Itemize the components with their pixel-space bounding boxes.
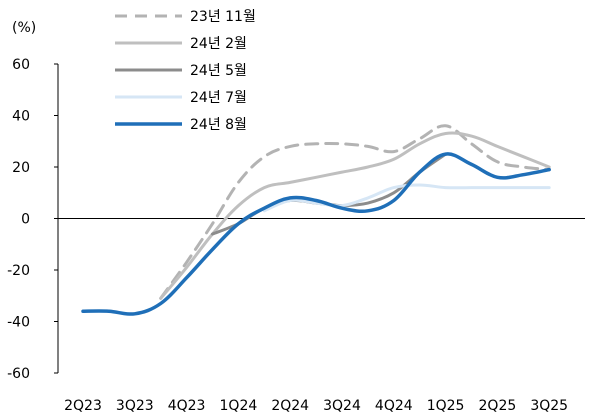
x-tick-label: 2Q23 (64, 398, 102, 414)
x-tick-label: 1Q25 (427, 398, 465, 414)
axes: -60 -40 -20 0 20 40 60 2Q23 3Q23 4Q23 1Q24 2Q24 3Q24… (7, 57, 585, 414)
series-line-3 (211, 152, 448, 236)
y-tick-label: 0 (21, 212, 30, 228)
y-tick-label: 60 (12, 57, 30, 73)
y-unit-label: (%) (12, 20, 36, 36)
y-tick-label: 40 (12, 109, 30, 125)
legend-label-3: 24년 5월 (190, 63, 247, 79)
x-tick-label: 2Q25 (479, 398, 517, 414)
series-line-2 (159, 131, 551, 300)
series-line-1 (159, 124, 551, 300)
x-tick-label: 1Q24 (220, 398, 258, 414)
legend-label-2: 24년 2월 (190, 36, 247, 52)
series-line-5 (81, 152, 551, 316)
x-tick-label: 4Q24 (375, 398, 413, 414)
y-tick-label: -40 (7, 315, 30, 331)
x-tick-label: 2Q24 (271, 398, 309, 414)
legend-label-1: 23년 11월 (190, 9, 256, 25)
x-tick-label: 4Q23 (168, 398, 206, 414)
legend-label-4: 24년 7월 (190, 90, 247, 106)
x-tick-label: 3Q23 (116, 398, 154, 414)
x-tick-label: 3Q25 (530, 398, 568, 414)
series-layer (81, 124, 551, 316)
legend: 23년 11월 24년 2월 24년 5월 24년 7월 24년 8월 (115, 9, 256, 133)
y-tick-label: 20 (12, 160, 30, 176)
x-tick-label: 3Q24 (323, 398, 361, 414)
legend-label-5: 24년 8월 (190, 117, 247, 133)
y-tick-label: -60 (7, 366, 30, 382)
y-tick-label: -20 (7, 263, 30, 279)
